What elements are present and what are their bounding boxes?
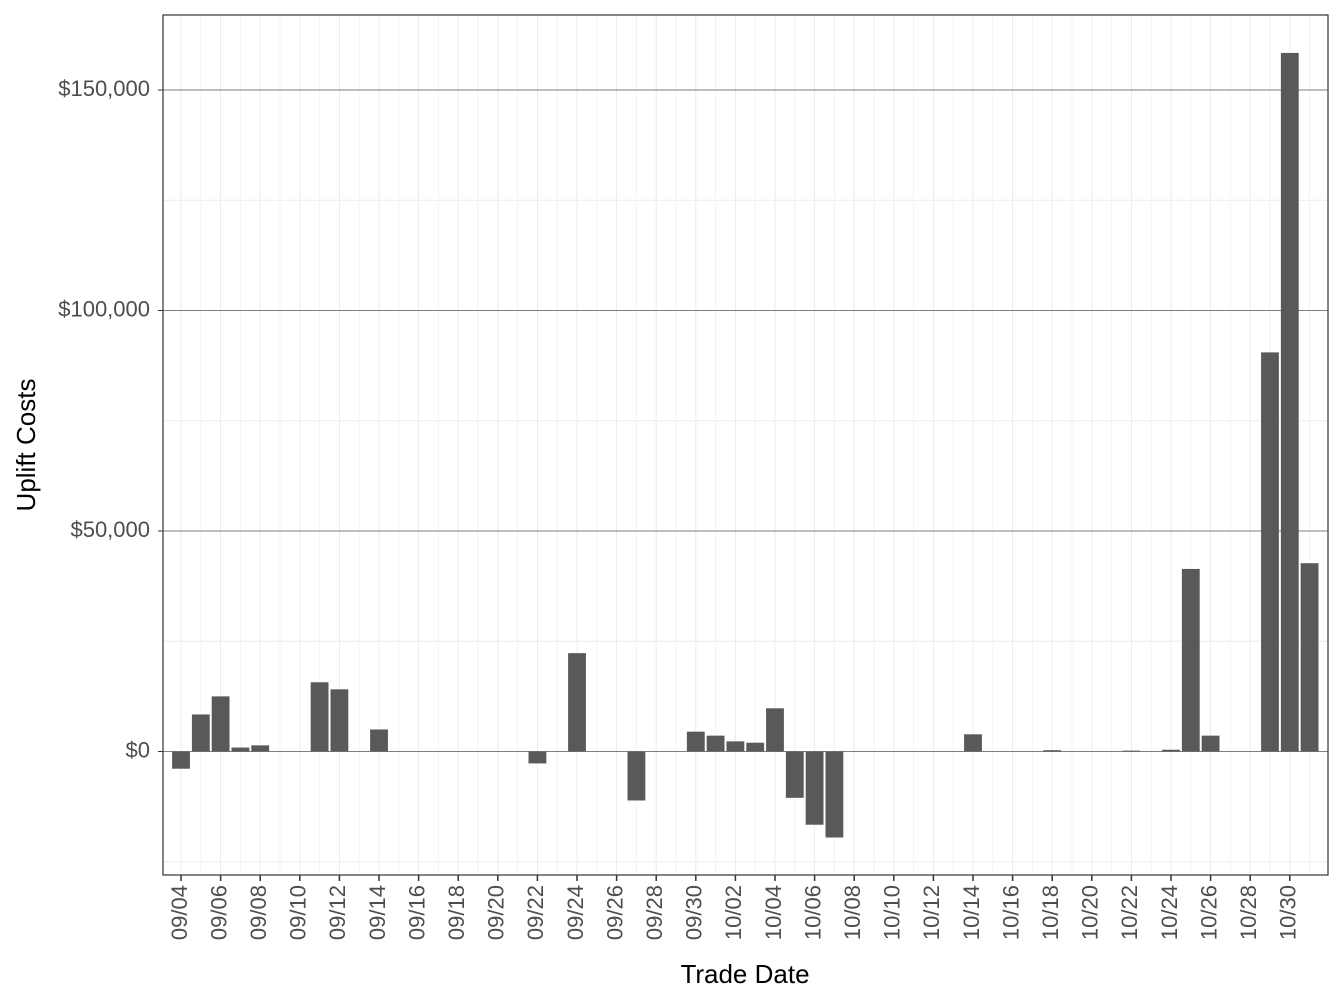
y-tick-label: $50,000 — [70, 517, 150, 542]
x-tick-label: 10/02 — [721, 885, 746, 940]
bar — [964, 734, 982, 752]
y-tick-label: $0 — [126, 737, 150, 762]
x-tick-label: 10/20 — [1078, 885, 1103, 940]
x-tick-label: 09/14 — [365, 885, 390, 940]
x-tick-label: 09/24 — [563, 885, 588, 940]
bar — [231, 747, 250, 752]
x-tick-label: 09/16 — [404, 885, 429, 940]
bar — [805, 751, 824, 825]
x-axis-title: Trade Date — [680, 959, 809, 989]
bar — [251, 745, 270, 752]
bar — [785, 751, 804, 798]
x-tick-label: 09/04 — [167, 885, 192, 940]
x-tick-label: 10/18 — [1038, 885, 1063, 940]
bar — [1300, 563, 1319, 752]
x-tick-label: 09/08 — [246, 885, 271, 940]
x-tick-label: 09/22 — [523, 885, 548, 940]
y-axis-title: Uplift Costs — [11, 379, 41, 512]
x-tick-label: 10/06 — [800, 885, 825, 940]
x-tick-label: 10/28 — [1236, 885, 1261, 940]
bar — [310, 682, 329, 752]
bar — [1280, 52, 1299, 752]
x-tick-label: 10/10 — [880, 885, 905, 940]
bar — [211, 696, 230, 752]
x-tick-label: 10/30 — [1276, 885, 1301, 940]
bar — [766, 708, 784, 752]
bar — [627, 751, 646, 801]
x-tick-label: 09/12 — [325, 885, 350, 940]
x-tick-label: 10/08 — [840, 885, 865, 940]
x-tick-label: 10/22 — [1117, 885, 1142, 940]
x-tick-label: 09/10 — [286, 885, 311, 940]
bar — [1043, 750, 1062, 752]
bar — [1261, 352, 1279, 752]
bar — [528, 751, 547, 764]
bar — [172, 751, 190, 769]
x-tick-label: 09/30 — [682, 885, 707, 940]
x-tick-label: 09/28 — [642, 885, 667, 940]
x-tick-label: 10/04 — [761, 885, 786, 940]
x-tick-label: 09/06 — [206, 885, 231, 940]
y-tick-label: $100,000 — [58, 296, 150, 321]
bar — [706, 735, 725, 752]
bar — [370, 729, 388, 752]
bar — [746, 742, 765, 752]
bar — [825, 751, 844, 838]
bar — [726, 741, 745, 752]
x-tick-label: 10/26 — [1196, 885, 1221, 940]
bar — [330, 689, 349, 752]
x-tick-label: 10/16 — [998, 885, 1023, 940]
y-tick-label: $150,000 — [58, 76, 150, 101]
x-tick-label: 09/18 — [444, 885, 469, 940]
bar — [1162, 749, 1180, 752]
bar — [686, 731, 705, 752]
bar — [191, 714, 210, 752]
bar — [1181, 568, 1200, 752]
x-tick-label: 10/14 — [959, 885, 984, 940]
bar — [1201, 735, 1220, 752]
x-tick-label: 09/20 — [484, 885, 509, 940]
panel-border — [162, 14, 1329, 876]
x-tick-label: 10/24 — [1157, 885, 1182, 940]
bar — [1122, 750, 1141, 752]
x-tick-label: 09/26 — [602, 885, 627, 940]
bar — [568, 653, 586, 752]
x-tick-label: 10/12 — [919, 885, 944, 940]
